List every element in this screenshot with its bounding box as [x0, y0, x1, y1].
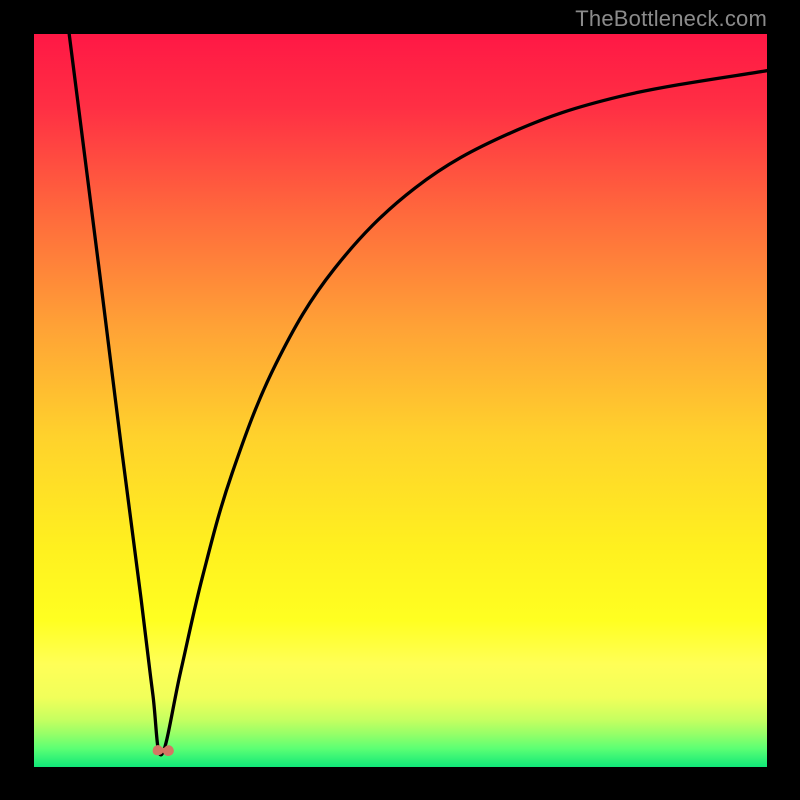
plot-area	[34, 34, 767, 767]
watermark-text: TheBottleneck.com	[575, 6, 767, 32]
bottleneck-curve	[34, 34, 767, 767]
chart-canvas: TheBottleneck.com	[0, 0, 800, 800]
apex-marker	[149, 738, 177, 760]
